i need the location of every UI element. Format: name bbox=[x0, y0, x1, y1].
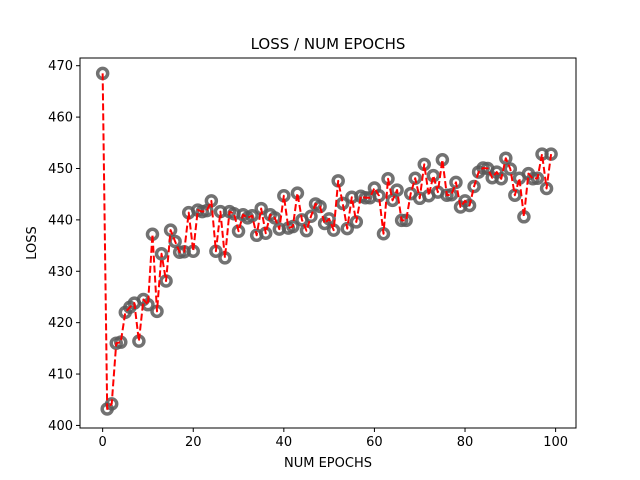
plot-frame bbox=[79, 57, 577, 429]
data-point-marker bbox=[462, 198, 477, 213]
y-tick-label: 460 bbox=[48, 111, 73, 126]
data-point-marker bbox=[390, 183, 404, 197]
data-point-marker bbox=[163, 223, 178, 237]
y-tick-label: 430 bbox=[48, 265, 73, 280]
data-point-marker bbox=[408, 171, 422, 185]
y-tick-label: 410 bbox=[48, 368, 73, 383]
x-tick-label: 80 bbox=[457, 435, 474, 450]
data-point-marker bbox=[467, 179, 481, 194]
x-tick-label: 40 bbox=[276, 435, 293, 450]
data-point-marker bbox=[494, 172, 509, 186]
data-point-marker bbox=[304, 209, 318, 224]
x-axis: 0 20 40 60 80 100 bbox=[99, 428, 568, 450]
x-tick-label: 20 bbox=[185, 435, 202, 450]
data-point-marker bbox=[245, 209, 259, 223]
data-point-marker bbox=[340, 221, 354, 236]
data-point-marker bbox=[376, 227, 391, 241]
data-point-marker bbox=[286, 219, 300, 234]
loss-series-line bbox=[101, 73, 553, 410]
data-point-marker bbox=[426, 168, 441, 183]
plot-area bbox=[95, 66, 558, 416]
x-tick-label: 0 bbox=[99, 435, 107, 450]
y-tick-label: 450 bbox=[48, 162, 73, 177]
y-tick-label: 400 bbox=[48, 419, 73, 434]
data-point-marker bbox=[499, 151, 513, 165]
data-point-marker bbox=[385, 193, 400, 208]
data-point-marker bbox=[299, 223, 314, 238]
y-tick-label: 420 bbox=[48, 316, 73, 331]
chart-title: LOSS / NUM EPOCHS bbox=[251, 35, 406, 53]
x-axis-title: NUM EPOCHS bbox=[284, 456, 372, 471]
x-tick-label: 60 bbox=[366, 435, 383, 450]
y-tick-label: 440 bbox=[48, 213, 73, 228]
data-point-marker bbox=[231, 224, 246, 238]
data-point-marker bbox=[154, 247, 169, 261]
x-tick-label: 100 bbox=[543, 435, 568, 450]
data-point-marker bbox=[530, 171, 545, 185]
y-axis-title: LOSS bbox=[25, 226, 40, 260]
y-axis: 400 410 420 430 440 450 460 470 bbox=[48, 59, 80, 434]
data-point-marker bbox=[503, 162, 518, 176]
y-tick-label: 470 bbox=[48, 59, 73, 74]
